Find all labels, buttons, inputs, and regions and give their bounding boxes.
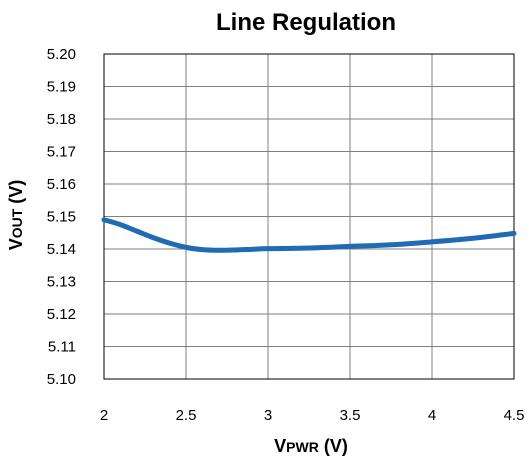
y-tick-label: 5.16 — [47, 176, 76, 193]
y-tick-label: 5.18 — [47, 111, 76, 128]
x-axis-label-unit: (V) — [319, 436, 348, 456]
y-axis-label-main: V — [6, 238, 26, 250]
plot-area-frame — [103, 53, 515, 380]
x-tick-label: 3.5 — [340, 407, 361, 424]
x-axis-label-sub: PWR — [286, 439, 319, 455]
y-tick-label: 5.20 — [47, 46, 76, 63]
x-tick-label: 3 — [264, 407, 272, 424]
y-tick-label: 5.19 — [47, 79, 76, 96]
y-tick-label: 5.17 — [47, 144, 76, 161]
y-axis-label-unit: (V) — [6, 180, 26, 209]
y-tick-label: 5.10 — [47, 371, 76, 388]
x-axis-label-main: V — [274, 436, 286, 456]
x-tick-label: 2.5 — [176, 407, 197, 424]
y-tick-label: 5.11 — [48, 339, 76, 356]
y-tick-label: 5.14 — [47, 241, 76, 258]
x-tick-label: 4.5 — [504, 407, 525, 424]
x-tick-labels: 2 2.5 3 3.5 4 4.5 — [100, 407, 525, 424]
chart-title: Line Regulation — [216, 9, 396, 36]
x-axis-label: VPWR (V) — [274, 436, 348, 456]
horizontal-gridlines — [104, 86, 514, 347]
y-tick-label: 5.12 — [47, 306, 76, 323]
y-axis-label-sub: OUT — [9, 208, 25, 238]
series-line-vout — [101, 217, 517, 253]
series-layer — [101, 217, 517, 253]
y-tick-label: 5.13 — [47, 274, 76, 291]
y-axis-label: VOUT (V) — [6, 180, 26, 251]
y-tick-labels: 5.10 5.11 5.12 5.13 5.14 5.15 5.16 5.17 5.18 5.19… — [47, 46, 76, 388]
x-tick-label: 2 — [100, 407, 108, 424]
x-tick-label: 4 — [428, 407, 436, 424]
y-tick-label: 5.15 — [47, 209, 76, 226]
